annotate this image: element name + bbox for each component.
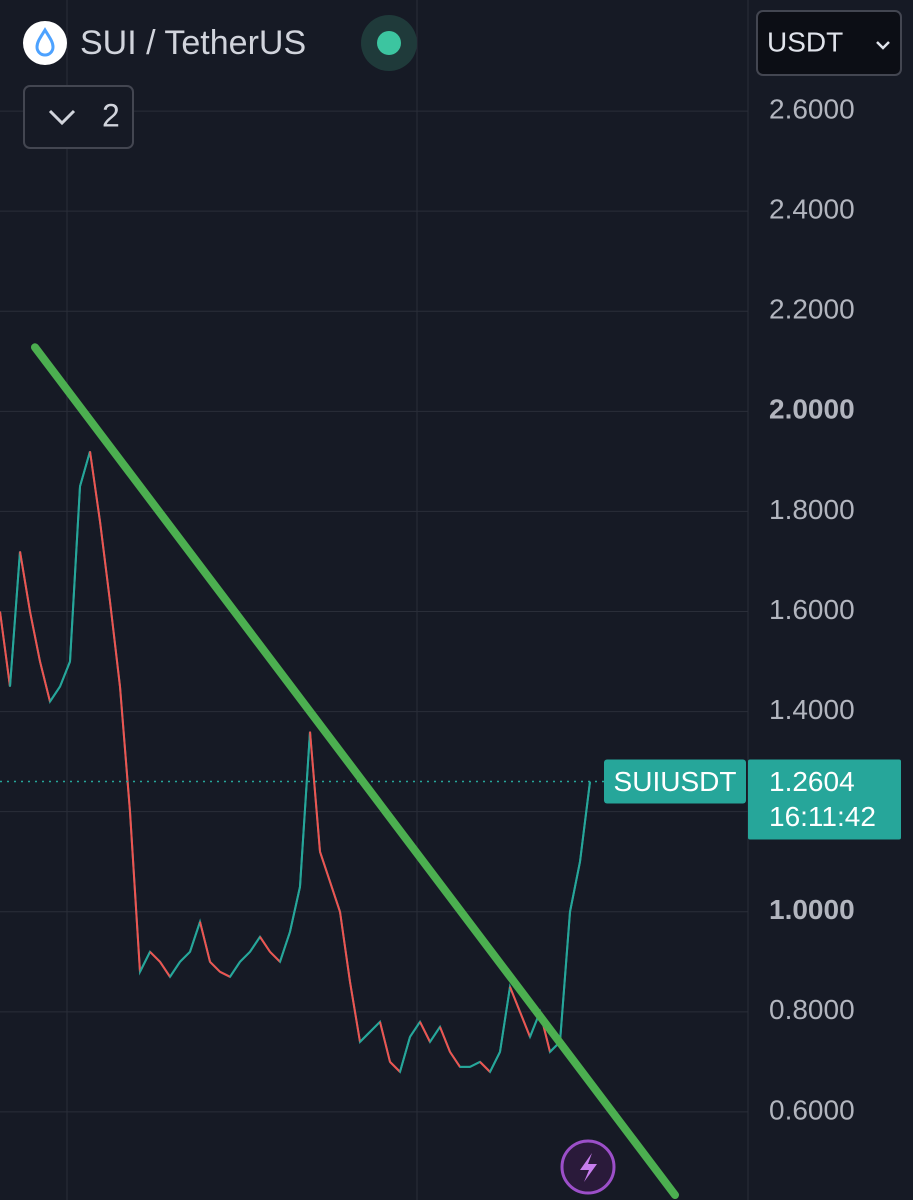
status-dot bbox=[377, 31, 401, 55]
trendline bbox=[31, 343, 679, 1199]
price-move bbox=[219, 970, 231, 978]
price-move bbox=[249, 936, 261, 953]
price-move bbox=[169, 961, 181, 978]
price-move bbox=[439, 1026, 451, 1053]
price-move bbox=[339, 911, 351, 982]
coin-icon bbox=[23, 21, 67, 65]
y-tick-label: 2.6000 bbox=[769, 93, 855, 124]
price-move bbox=[29, 611, 41, 662]
price-move bbox=[479, 1061, 491, 1073]
header: SUI / TetherUS 2 USDT bbox=[23, 10, 902, 1195]
price-move bbox=[199, 921, 211, 963]
y-tick-label: 0.8000 bbox=[769, 994, 855, 1025]
price-move bbox=[189, 921, 201, 953]
price-move bbox=[469, 1060, 481, 1068]
price-move bbox=[389, 1061, 401, 1073]
y-tick-label: 2.4000 bbox=[769, 194, 855, 225]
price-move bbox=[579, 781, 591, 862]
price-move bbox=[129, 811, 141, 972]
chevron bbox=[48, 109, 76, 126]
price-move bbox=[409, 1021, 421, 1038]
symbol-title: SUI / TetherUS bbox=[80, 24, 306, 62]
price-move bbox=[259, 936, 271, 953]
price-move bbox=[209, 961, 221, 973]
currency-select[interactable] bbox=[756, 10, 902, 76]
select-arrow bbox=[876, 41, 890, 50]
price-move bbox=[69, 486, 81, 662]
price-move bbox=[279, 931, 291, 963]
price-move bbox=[449, 1051, 461, 1068]
price-move bbox=[139, 951, 151, 973]
price-move bbox=[309, 731, 321, 852]
y-tick-label: 1.6000 bbox=[769, 594, 855, 625]
price-move bbox=[569, 861, 581, 912]
last-price: 1.2604 bbox=[769, 766, 855, 797]
price-move bbox=[239, 951, 251, 963]
price-move bbox=[89, 451, 101, 522]
y-tick-label: 0.6000 bbox=[769, 1094, 855, 1125]
price-move bbox=[79, 451, 91, 487]
price-move bbox=[419, 1021, 431, 1043]
price-move bbox=[319, 851, 331, 883]
price-move bbox=[509, 986, 521, 1013]
y-tick-label: 2.2000 bbox=[769, 294, 855, 325]
sui-logo bbox=[35, 27, 55, 57]
price-move bbox=[59, 661, 71, 687]
price-move bbox=[39, 661, 51, 702]
price-move bbox=[369, 1021, 381, 1033]
price-move bbox=[109, 601, 121, 687]
y-tick-label: 2.0000 bbox=[769, 394, 855, 425]
indicator-toggle[interactable] bbox=[23, 85, 134, 149]
price-move bbox=[229, 961, 241, 978]
y-tick-label: 1.8000 bbox=[769, 494, 855, 525]
currency: USDT bbox=[767, 26, 843, 57]
price-move bbox=[149, 951, 161, 963]
price-move bbox=[9, 551, 21, 687]
price-move bbox=[489, 1051, 501, 1073]
series-tag bbox=[604, 759, 746, 804]
price-tag bbox=[748, 759, 901, 840]
price-move bbox=[329, 881, 341, 913]
price-move bbox=[429, 1026, 441, 1043]
price-move bbox=[499, 986, 511, 1053]
countdown: 16:11:42 bbox=[769, 801, 876, 832]
price-move bbox=[289, 886, 301, 932]
y-tick-label: 1.4000 bbox=[769, 694, 855, 725]
flash-icon bbox=[580, 1153, 597, 1182]
price-move bbox=[159, 961, 171, 978]
price-move bbox=[349, 981, 361, 1043]
price-move bbox=[399, 1036, 411, 1073]
price-move bbox=[49, 686, 61, 703]
price-move bbox=[359, 1031, 371, 1043]
indicator-count: 2 bbox=[102, 97, 120, 133]
y-tick-label: 1.0000 bbox=[769, 894, 855, 925]
series-name: SUIUSDT bbox=[614, 766, 737, 797]
price-move bbox=[0, 611, 11, 687]
price-move bbox=[519, 1011, 531, 1038]
price-move bbox=[19, 551, 31, 612]
price-move bbox=[119, 686, 131, 812]
price-move bbox=[179, 951, 191, 963]
price-move bbox=[99, 521, 111, 602]
price-move bbox=[269, 951, 281, 963]
price-move bbox=[379, 1021, 391, 1063]
price-move bbox=[559, 911, 571, 1042]
price-move bbox=[299, 731, 311, 887]
plot bbox=[0, 110, 748, 1199]
